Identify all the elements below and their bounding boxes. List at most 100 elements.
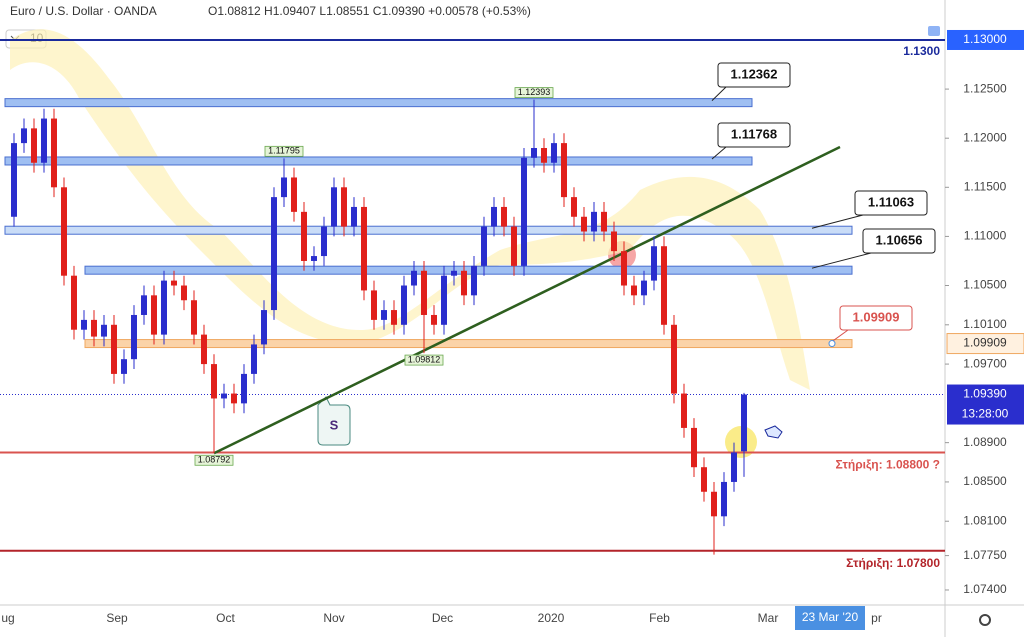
y-tick-label: 1.10100 <box>963 317 1007 331</box>
zone-label-box <box>854 190 928 216</box>
candle-body <box>511 226 517 266</box>
candle-body <box>11 143 17 217</box>
y-tick-label: 1.11000 <box>964 229 1007 243</box>
candle-body <box>271 197 277 311</box>
envelope-band <box>10 29 810 391</box>
zone <box>4 98 753 108</box>
candle-body <box>161 280 167 335</box>
candle-body <box>621 251 627 286</box>
candle-body <box>301 211 307 261</box>
candle-body <box>231 393 237 404</box>
x-tick-label: 2020 <box>538 611 565 625</box>
extreme-label: 1.11795 <box>268 146 300 156</box>
axis-zone-badge <box>946 333 1024 355</box>
candle-body <box>91 319 97 337</box>
candle-body <box>331 187 337 227</box>
zone-connector <box>811 214 864 229</box>
candle-body <box>421 270 427 315</box>
candle-body <box>691 427 697 468</box>
candle-body <box>641 280 647 296</box>
zone-label: 1.11063 <box>868 194 914 209</box>
clock-label: 13:28:00 <box>962 407 1009 421</box>
x-tick-label: pr <box>871 611 882 625</box>
candle-body <box>121 359 127 374</box>
candle-body <box>341 187 347 227</box>
candle-body <box>211 364 217 399</box>
candle-body <box>581 216 587 232</box>
zone-connector <box>711 86 727 101</box>
candle-body <box>181 285 187 301</box>
candle-body <box>491 206 497 227</box>
x-tick-label: Sep <box>106 611 128 625</box>
extreme-badge <box>264 145 304 157</box>
zone-label: 1.09909 <box>853 309 900 324</box>
zone <box>4 225 853 235</box>
zone-label-box <box>839 305 913 331</box>
y-tick-label: 1.09700 <box>963 356 1007 370</box>
last-price-label: 1.09390 <box>963 387 1007 401</box>
candle-body <box>291 177 297 212</box>
candle-body <box>471 265 477 296</box>
extreme-label: 1.09812 <box>408 354 441 364</box>
candle-body <box>591 211 597 232</box>
candle-body <box>541 148 547 163</box>
y-tick-label: 1.07750 <box>963 548 1007 562</box>
x-tick-label: Mar <box>758 611 779 625</box>
candle-body <box>381 310 387 320</box>
candle-body <box>31 128 37 163</box>
candle-body <box>321 226 327 257</box>
candle-body <box>601 211 607 232</box>
candle-body <box>731 452 737 482</box>
zone-label-box <box>717 62 791 88</box>
x-tick-label: Feb <box>649 611 670 625</box>
candle-body <box>281 177 287 198</box>
candle-body <box>571 197 577 217</box>
extreme-badge <box>194 454 234 466</box>
candle-body <box>521 157 527 266</box>
candle-body <box>351 206 357 227</box>
y-tick-label: 1.08900 <box>963 435 1007 449</box>
y-tick-label: 1.07400 <box>963 582 1007 596</box>
axis-price-label: 1.13000 <box>963 32 1007 46</box>
x-tick-label: ug <box>1 611 14 625</box>
candle-body <box>501 206 507 227</box>
candle-body <box>41 118 47 163</box>
x-tick-label: Dec <box>432 611 453 625</box>
y-tick-label: 1.11500 <box>964 179 1007 193</box>
y-tick-label: 1.12500 <box>963 81 1007 95</box>
candle-body <box>391 310 397 325</box>
ohlc-readout: O1.08812 H1.09407 L1.08551 C1.09390 +0.0… <box>208 4 531 18</box>
zone-connector <box>711 146 727 160</box>
zone <box>84 339 853 349</box>
extreme-label: 1.12393 <box>518 87 551 97</box>
candle-body <box>201 334 207 365</box>
settings-icon[interactable] <box>979 614 991 626</box>
candle-body <box>141 295 147 315</box>
candle-body <box>171 280 177 286</box>
candle-body <box>721 481 727 517</box>
candle-body <box>191 300 197 335</box>
axis-price-badge <box>947 29 1024 50</box>
candle-body <box>551 143 557 163</box>
candle-body <box>81 319 87 330</box>
extreme-badge <box>514 87 554 98</box>
candle-body <box>741 394 747 452</box>
candle-body <box>451 270 457 276</box>
axis-zone-label: 1.09909 <box>963 336 1007 350</box>
cursor-icon <box>764 425 783 439</box>
zone-anchor <box>828 340 836 348</box>
y-tick-label: 1.12000 <box>963 130 1007 144</box>
zone-label-box <box>862 228 936 254</box>
candle-body <box>671 324 677 394</box>
candle-body <box>311 256 317 261</box>
candle-body <box>251 344 257 374</box>
candle-body <box>21 128 27 144</box>
price-line-label: 1.1300 <box>903 44 940 58</box>
symbol-title: Euro / U.S. Dollar · OANDA <box>10 4 157 18</box>
time-badge <box>795 606 865 630</box>
y-tick-label: 1.08500 <box>963 474 1007 488</box>
candle-body <box>661 246 667 325</box>
candle-body <box>531 148 537 158</box>
last-price-badge <box>947 384 1024 425</box>
y-tick-label: 1.08100 <box>963 513 1007 527</box>
